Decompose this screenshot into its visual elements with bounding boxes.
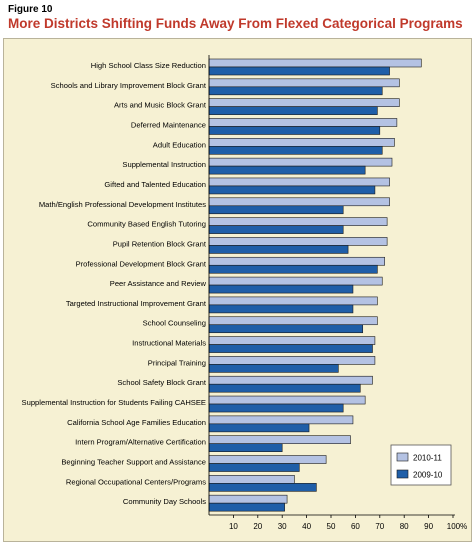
x-tick-label: 70 — [375, 522, 384, 531]
category-label: Beginning Teacher Support and Assistance — [61, 458, 206, 467]
bar-2010-11-15 — [208, 336, 376, 345]
bar-2010-11-16 — [208, 356, 376, 365]
category-label: Pupil Retention Block Grant — [113, 239, 207, 248]
bar-2009-10-19 — [208, 423, 310, 433]
category-label: Community Based English Tutoring — [87, 220, 206, 229]
category-label: Math/English Professional Development In… — [39, 200, 206, 209]
bar-2010-11-8 — [208, 197, 390, 207]
bar-2010-11-12 — [208, 276, 383, 286]
x-tick-label: 90 — [424, 522, 433, 531]
bar-2010-11-1 — [208, 58, 422, 68]
bar-2009-10-20 — [208, 443, 283, 452]
bar-2010-11-13 — [208, 296, 378, 306]
bar-2009-10-11 — [208, 264, 378, 274]
bar-2009-10-6 — [208, 165, 366, 175]
category-label: Professional Development Block Grant — [76, 259, 207, 268]
x-tick-label: 80 — [400, 522, 409, 531]
category-label: School Safety Block Grant — [117, 378, 207, 387]
category-label: Gifted and Talented Education — [104, 180, 206, 189]
bar-2009-10-5 — [208, 146, 383, 155]
x-tick-label: 100% — [447, 522, 467, 531]
bar-2009-10-13 — [208, 304, 354, 314]
bar-2010-11-9 — [208, 217, 388, 226]
bar-2009-10-17 — [208, 383, 361, 393]
bar-2010-11-23 — [208, 494, 288, 504]
bar-2009-10-15 — [208, 344, 373, 353]
bar-2010-11-22 — [208, 475, 295, 484]
category-label: Adult Education — [153, 140, 206, 149]
category-label: Regional Occupational Centers/Programs — [66, 477, 206, 486]
bar-2010-11-18 — [208, 395, 366, 405]
category-label: Instructional Materials — [132, 339, 206, 348]
bar-2010-11-19 — [208, 415, 354, 425]
bar-2010-11-2 — [208, 78, 400, 88]
legend-label-2010-11: 2010-11 — [413, 454, 442, 463]
x-tick-label: 10 — [229, 522, 238, 531]
x-tick-label: 50 — [327, 522, 336, 531]
bar-2010-11-10 — [208, 237, 388, 246]
bar-2009-10-2 — [208, 86, 383, 96]
bar-2010-11-3 — [208, 98, 400, 107]
bar-2009-10-10 — [208, 245, 349, 254]
category-label: Community Day Schools — [123, 497, 206, 506]
bar-2009-10-23 — [208, 502, 285, 512]
bar-2009-10-18 — [208, 403, 344, 413]
bar-2009-10-12 — [208, 284, 354, 294]
category-label: Principal Training — [148, 358, 206, 367]
bar-2009-10-14 — [208, 324, 364, 334]
bar-2010-11-21 — [208, 455, 327, 464]
chart-title: More Districts Shifting Funds Away From … — [8, 16, 463, 31]
bar-2010-11-7 — [208, 177, 390, 187]
bar-2009-10-16 — [208, 364, 339, 373]
category-label: Targeted Instructional Improvement Grant — [66, 299, 207, 308]
bar-2010-11-6 — [208, 157, 393, 167]
bar-2009-10-22 — [208, 483, 317, 492]
category-label: Arts and Music Block Grant — [114, 101, 207, 110]
legend-swatch-2009-10 — [396, 469, 409, 479]
bar-2009-10-3 — [208, 106, 378, 115]
x-tick-label: 20 — [253, 522, 262, 531]
bar-2009-10-4 — [208, 126, 381, 135]
bar-2010-11-11 — [208, 256, 385, 266]
category-label: Supplemental Instruction for Students Fa… — [22, 398, 206, 407]
x-tick-label: 40 — [302, 522, 311, 531]
bar-2010-11-20 — [208, 435, 351, 444]
bar-2010-11-14 — [208, 316, 378, 326]
legend-swatch-2010-11 — [396, 452, 409, 462]
bar-2010-11-4 — [208, 118, 398, 127]
category-label: Deferred Maintenance — [131, 120, 206, 129]
category-label: High School Class Size Reduction — [91, 61, 206, 70]
x-tick-label: 60 — [351, 522, 360, 531]
category-label: California School Age Families Education — [67, 418, 206, 427]
category-label: Schools and Library Improvement Block Gr… — [51, 81, 207, 90]
category-label: Intern Program/Alternative Certification — [75, 438, 206, 447]
legend-box — [390, 444, 452, 486]
bar-2010-11-17 — [208, 375, 373, 385]
x-tick-label: 30 — [278, 522, 287, 531]
bar-2009-10-7 — [208, 185, 376, 195]
figure-label: Figure 10 — [8, 4, 53, 15]
bar-2009-10-8 — [208, 205, 344, 215]
bar-2009-10-1 — [208, 66, 390, 76]
category-label: School Counseling — [143, 319, 206, 328]
bar-2010-11-5 — [208, 138, 395, 147]
bar-2009-10-9 — [208, 225, 344, 234]
category-label: Peer Assistance and Review — [110, 279, 207, 288]
legend-label-2009-10: 2009-10 — [413, 471, 443, 480]
bar-2009-10-21 — [208, 463, 300, 472]
category-label: Supplemental Instruction — [122, 160, 206, 169]
